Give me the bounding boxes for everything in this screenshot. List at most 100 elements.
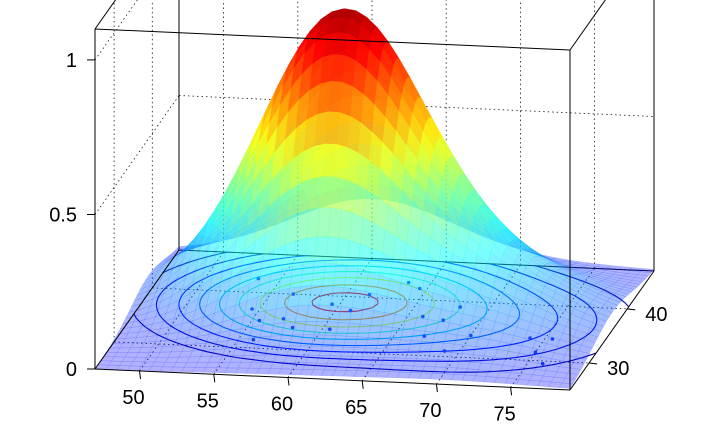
surface-patch xyxy=(295,304,310,323)
surface-patch xyxy=(427,350,442,360)
surface-patch xyxy=(201,261,216,287)
surface-patch xyxy=(150,263,165,273)
surface-patch xyxy=(539,255,554,264)
surface-patch xyxy=(370,310,385,327)
surface-patch xyxy=(130,319,145,328)
surface-patch xyxy=(321,369,336,377)
surface-patch xyxy=(224,339,239,350)
surface-patch xyxy=(362,291,377,311)
surface-patch xyxy=(186,235,200,248)
surface-patch xyxy=(595,312,610,322)
surface-patch xyxy=(637,271,652,277)
surface-patch xyxy=(517,238,532,250)
surface-patch xyxy=(259,323,274,338)
surface-patch xyxy=(497,301,512,316)
surface-patch xyxy=(170,344,185,353)
axes-front-edges xyxy=(94,0,655,391)
surface-patch xyxy=(238,262,253,290)
surface-patch xyxy=(203,341,218,351)
surface-patch xyxy=(148,366,163,372)
surface-patch xyxy=(221,347,236,357)
surface-patch xyxy=(175,245,190,257)
surface-patch xyxy=(451,343,466,354)
data-point xyxy=(458,305,463,309)
surface-patch xyxy=(189,350,204,358)
surface-patch xyxy=(572,262,587,267)
surface-patch xyxy=(580,266,595,271)
surface-patch xyxy=(441,295,456,312)
surface-patch xyxy=(219,259,235,286)
surface-patch xyxy=(161,256,176,267)
surface-patch xyxy=(462,345,477,355)
surface-patch xyxy=(473,305,488,320)
surface-patch xyxy=(481,272,496,289)
surface-patch xyxy=(491,356,506,366)
surface-patch xyxy=(327,305,342,323)
surface-patch xyxy=(443,367,458,375)
y-tick-mark xyxy=(627,308,636,311)
surface-patch xyxy=(480,355,496,365)
surface-patch xyxy=(600,304,616,313)
surface-patch xyxy=(175,249,190,256)
surface-patch xyxy=(162,339,177,347)
surface-patch xyxy=(348,356,363,365)
surface-patch xyxy=(478,362,493,371)
surface-patch xyxy=(589,322,604,332)
surface-patch xyxy=(553,257,569,262)
surface-patch xyxy=(154,357,169,363)
surface-patch xyxy=(235,282,250,306)
surface-patch xyxy=(172,247,188,253)
surface-patch xyxy=(185,256,200,280)
surface-patch xyxy=(612,282,627,288)
surface-patch xyxy=(529,247,543,257)
surface-patch xyxy=(329,346,344,357)
surface-patch xyxy=(506,242,521,256)
surface-patch xyxy=(548,258,563,263)
surface-patch xyxy=(176,257,192,279)
surface-patch xyxy=(538,325,553,337)
surface-patch xyxy=(400,262,415,287)
surface-patch xyxy=(473,254,488,273)
data-point xyxy=(251,337,256,342)
surface-patch xyxy=(181,366,196,373)
surface-patch xyxy=(135,352,150,358)
surface-patch xyxy=(186,244,201,249)
surface-patch xyxy=(475,369,490,377)
surface-patch xyxy=(576,298,591,309)
surface-patch xyxy=(160,317,175,329)
surface-patch xyxy=(149,293,165,307)
surface-patch xyxy=(276,287,291,309)
surface-patch xyxy=(241,312,256,329)
surface-patch xyxy=(278,334,293,347)
surface-patch xyxy=(119,342,134,349)
surface-patch xyxy=(284,305,299,323)
x-tick-label: 60 xyxy=(271,394,293,416)
surface-patch xyxy=(526,354,542,364)
surface-patch xyxy=(575,261,590,266)
surface-patch xyxy=(514,255,529,269)
surface-patch xyxy=(159,345,175,353)
data-point xyxy=(417,286,422,291)
surface-patch xyxy=(601,289,616,296)
surface-patch xyxy=(175,356,191,363)
surface-patch xyxy=(300,334,315,347)
surface-patch xyxy=(592,317,607,327)
surface-patch xyxy=(163,308,178,322)
surface-patch xyxy=(544,263,559,272)
surface-patch xyxy=(553,262,567,270)
surface-patch xyxy=(225,288,240,310)
surface-patch xyxy=(177,241,192,259)
surface-patch xyxy=(405,349,420,359)
surface-patch xyxy=(507,372,522,380)
surface-patch xyxy=(534,363,550,371)
surface-patch xyxy=(601,279,617,285)
contour-line xyxy=(283,284,408,321)
surface-patch xyxy=(512,233,527,246)
surface-patch xyxy=(222,304,237,323)
grid-line xyxy=(287,258,373,378)
surface-patch xyxy=(489,287,504,303)
surface-patch xyxy=(565,292,580,304)
grid-line xyxy=(94,95,180,215)
surface-patch xyxy=(629,267,644,272)
surface-patch xyxy=(127,325,143,334)
